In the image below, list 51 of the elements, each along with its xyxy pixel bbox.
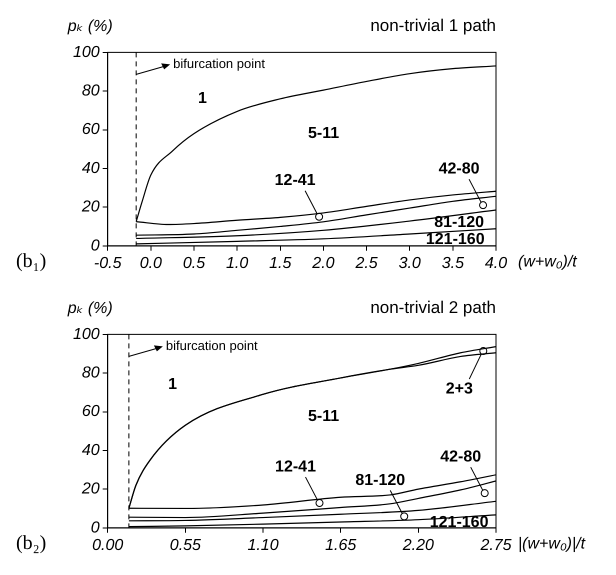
x-tick-label: 2.20 [402,536,434,554]
y-tick-label: 40 [82,160,100,177]
y-tick-label: 80 [82,364,100,382]
series-label: 2+3 [446,380,473,398]
x-tick-label: 0.00 [92,536,124,554]
annotation: 5-11 [308,125,340,142]
y-tick-label: 20 [80,198,100,216]
x-tick-label: 2.75 [479,536,512,554]
series-label: 42-80 [440,448,482,466]
x-tick-label: 3.0 [398,254,421,272]
text: (b₁) [16,250,46,272]
annotation: 121-160 [430,514,489,531]
x-tick-label: 1.65 [325,536,356,554]
x-tick-label: 1.0 [226,254,248,272]
x-tick-label: 2.0 [311,254,335,272]
x-tick-label: 2.5 [354,254,378,272]
y-tick-label: 40 [82,442,100,459]
y-tick-label: 20 [80,480,100,498]
annotation: 5-11 [308,408,340,425]
y-tick-label: 0 [90,519,100,536]
x-tick-label: 4.0 [484,254,508,272]
y-axis-title: pₖ (%) [66,18,113,35]
x-tick-label: 1.5 [269,254,292,272]
annotation: 81-120 [434,214,484,231]
y-axis-title: pₖ (%) [66,300,113,317]
annotation: 1 [168,376,178,394]
annotation: 121-160 [426,231,485,248]
series-label: 12-41 [274,172,316,190]
chart-title: non-trivial 2 path [370,298,496,317]
y-tick-label: 60 [82,121,100,138]
x-tick-label: 3.5 [442,254,464,272]
x-tick-label: 1.10 [247,536,279,554]
x-axis-title: (w+w₀)/t [518,253,578,270]
series-label: 42-80 [438,160,480,178]
x-tick-label: 0.55 [170,536,202,554]
x-tick-label: 0.5 [182,254,206,272]
ref-line-label: bifurcation point [173,56,266,71]
chart-title: non-trivial 1 path [370,16,496,35]
y-tick-label: 80 [82,82,100,100]
y-tick-label: 100 [72,44,100,61]
y-tick-label: 0 [90,237,100,254]
annotation: 1 [198,90,207,108]
series-label: 81-120 [355,472,406,489]
x-tick-label: -0.5 [94,254,122,272]
series-label: 12-41 [275,458,316,476]
x-axis-title: |(w+w₀)|/t [518,535,586,552]
y-tick-label: 100 [72,326,100,343]
ref-line-label: bifurcation point [166,338,258,353]
x-tick-label: 0.0 [140,254,162,272]
text: (b₂) [16,532,46,554]
y-tick-label: 60 [82,403,100,420]
